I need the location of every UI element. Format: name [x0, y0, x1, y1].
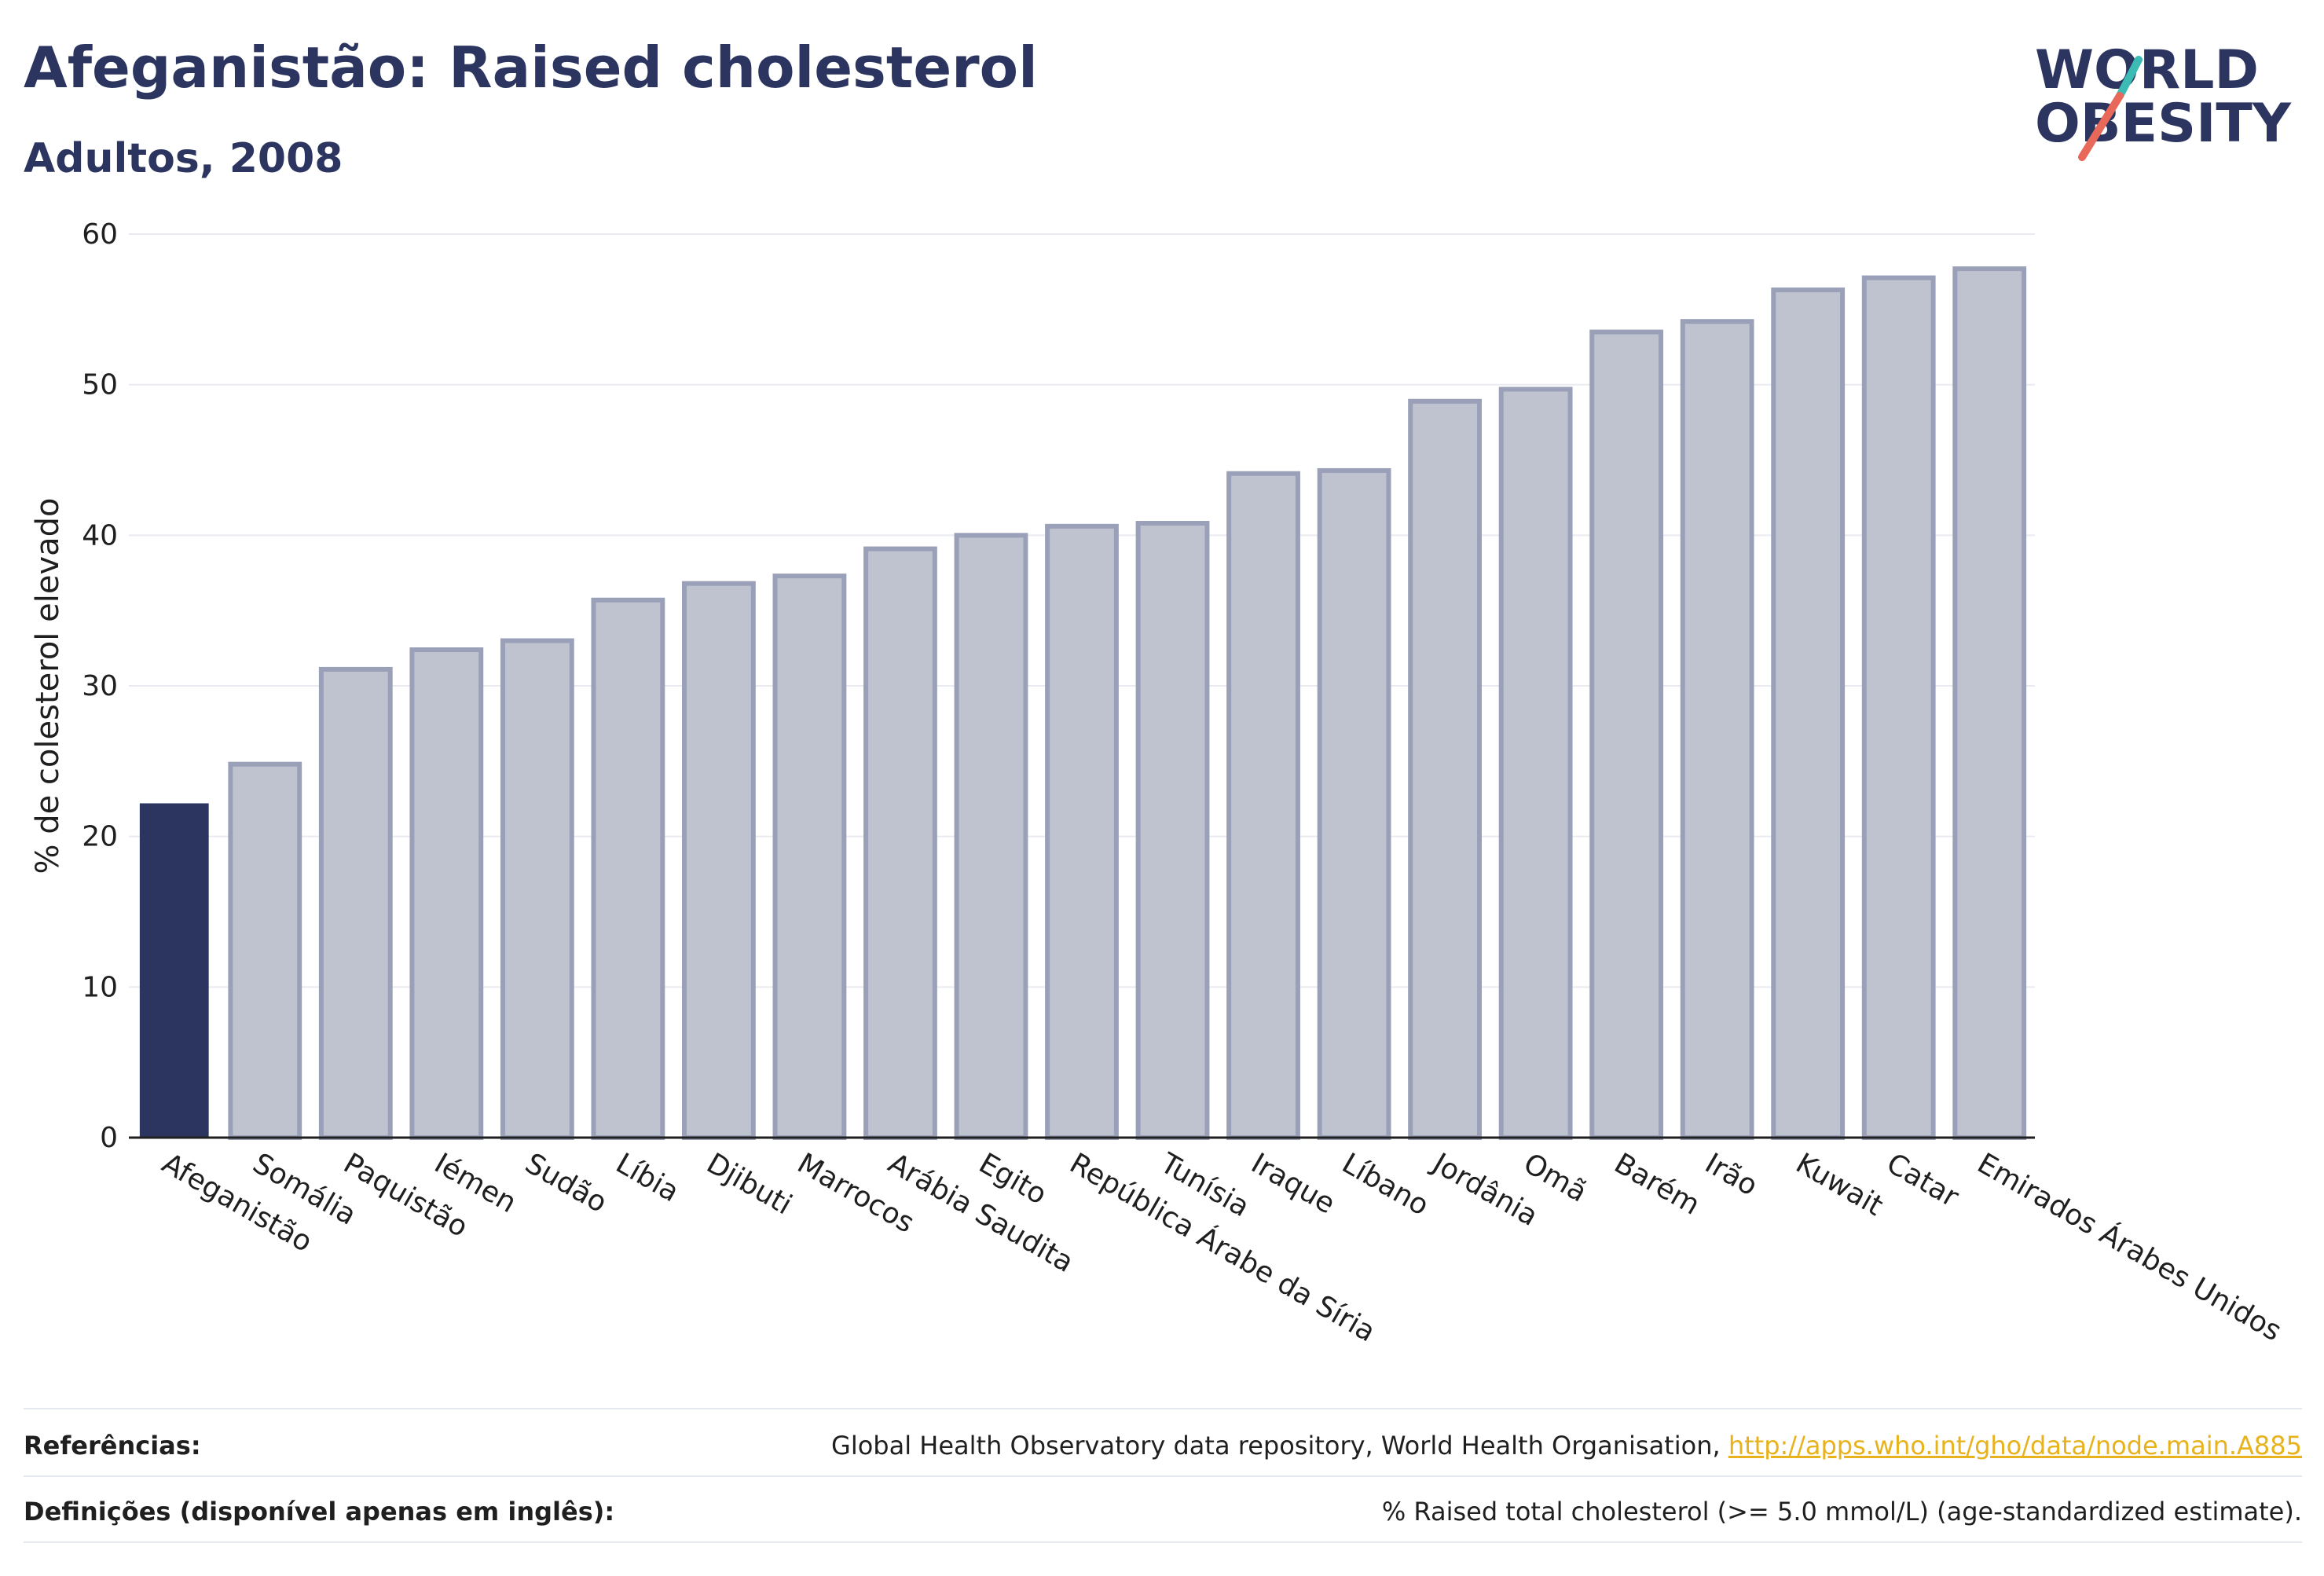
- bar-emirados-árabes-unidos: [1952, 266, 2027, 1140]
- footer-divider-top: [24, 1408, 2302, 1409]
- y-tick-label: 50: [82, 369, 118, 401]
- bar-barém: [1589, 329, 1664, 1140]
- x-tick-label: Catar: [1881, 1147, 1964, 1214]
- footer-divider-middle: [24, 1475, 2302, 1477]
- bar-kuwait: [1771, 287, 1846, 1141]
- bar-paquistão: [318, 666, 393, 1140]
- x-tick-label: Líbano: [1336, 1147, 1434, 1222]
- bar-república-árabe-da-síria: [1045, 523, 1119, 1140]
- footer-references-row: Referências: Global Health Observatory d…: [24, 1414, 2302, 1477]
- logo-line-1: WORLD: [2035, 39, 2259, 101]
- bar-marrocos: [772, 574, 847, 1140]
- definitions-label: Definições (disponível apenas em inglês)…: [24, 1497, 615, 1527]
- chart-subtitle: Adultos, 2008: [24, 135, 343, 182]
- x-tick-label: Barém: [1609, 1147, 1706, 1221]
- x-tick-label: Jordânia: [1426, 1146, 1543, 1233]
- references-text: Global Health Observatory data repositor…: [831, 1431, 1728, 1461]
- x-tick-label: Sudão: [519, 1147, 612, 1219]
- bar-egito: [954, 533, 1028, 1140]
- y-axis-label: % de colesterol elevado: [30, 497, 66, 874]
- logo-line-2: OBESITY: [2035, 93, 2292, 155]
- x-tick-label: Djibuti: [701, 1147, 797, 1221]
- x-tick-label: Irão: [1699, 1147, 1763, 1202]
- bar-jordânia: [1408, 398, 1482, 1140]
- bar-arábia-saudita: [863, 546, 937, 1140]
- world-obesity-logo: WORLD OBESITY: [2035, 39, 2292, 161]
- logo-slash-red: [2078, 92, 2124, 161]
- y-tick-label: 60: [82, 218, 118, 251]
- x-tick-label: Kuwait: [1791, 1147, 1889, 1222]
- bar-iraque: [1226, 471, 1300, 1140]
- y-tick-label: 30: [82, 670, 118, 702]
- footer-divider-bottom: [24, 1541, 2302, 1543]
- bar-somália: [228, 761, 302, 1141]
- bar-tunísia: [1135, 521, 1210, 1140]
- bar-líbia: [591, 597, 665, 1140]
- chart-title: Afeganistão: Raised cholesterol: [24, 35, 1038, 101]
- y-tick-label: 10: [82, 971, 118, 1003]
- bar-catar: [1861, 275, 1936, 1140]
- references-value: Global Health Observatory data repositor…: [831, 1431, 2302, 1461]
- references-link[interactable]: http://apps.who.int/gho/data/node.main.A…: [1728, 1431, 2302, 1461]
- bar-sudão: [500, 638, 574, 1140]
- x-tick-label: Iraque: [1246, 1147, 1340, 1220]
- x-tick-label: Líbia: [610, 1147, 684, 1208]
- y-tick-label: 0: [100, 1122, 118, 1154]
- references-label: Referências:: [24, 1431, 201, 1461]
- definitions-text: % Raised total cholesterol (>= 5.0 mmol/…: [1381, 1497, 2302, 1527]
- y-tick-label: 40: [82, 519, 118, 552]
- x-tick-label: Emirados Árabes Unidos: [1972, 1146, 2287, 1347]
- bar-djibuti: [682, 581, 756, 1140]
- bar-omã: [1498, 387, 1573, 1140]
- bar-líbano: [1317, 467, 1391, 1140]
- bar-irão: [1680, 319, 1754, 1141]
- bar-afeganistão: [139, 803, 209, 1138]
- footer-definitions-row: Definições (disponível apenas em inglês)…: [24, 1480, 2302, 1543]
- bar-iémen: [409, 647, 484, 1140]
- y-tick-label: 20: [82, 821, 118, 853]
- logo-slash-teal: [2116, 56, 2143, 100]
